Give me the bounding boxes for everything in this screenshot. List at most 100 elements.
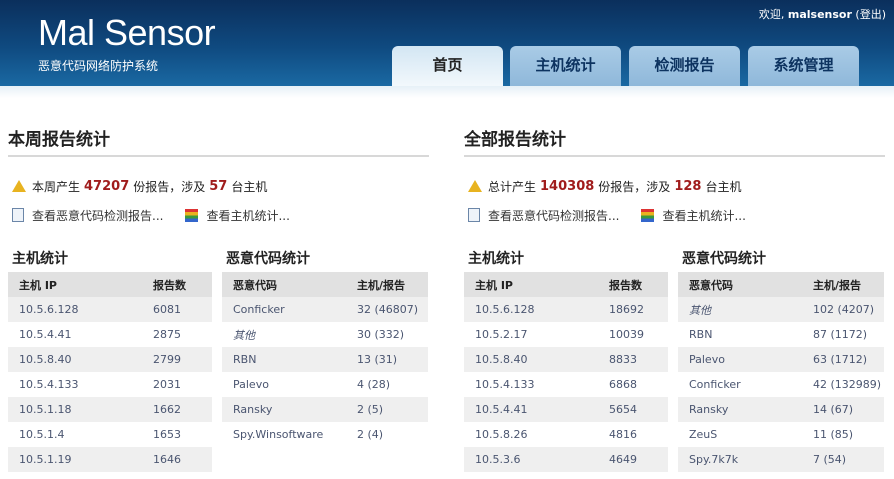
malware-name-link[interactable]: 其他 xyxy=(233,328,255,342)
table-row: 10.5.3.6 4649 xyxy=(464,447,668,472)
table-row: RBN 13 (31) xyxy=(222,347,428,372)
welcome-text: 欢迎, xyxy=(758,8,785,21)
table-row: 10.5.4.41 5654 xyxy=(464,397,668,422)
warning-icon xyxy=(12,180,26,192)
host-stats-table: 主机统计 主机 IP 报告数 10.5.6.128 18692 10.5.2.17 100… xyxy=(464,248,668,472)
report-count-cell: 5654 xyxy=(598,397,668,422)
report-count-cell: 8833 xyxy=(598,347,668,372)
summary-alert: 总计产生 140308 份报告，涉及 128 台主机 xyxy=(464,177,885,195)
view-reports-link[interactable]: 查看恶意代码检测报告... xyxy=(8,207,163,224)
col-header-hosts-reports: 主机/报告 xyxy=(802,272,884,297)
malware-name-link[interactable]: Spy.Winsoftware xyxy=(233,428,324,441)
table-row: 10.5.8.26 4816 xyxy=(464,422,668,447)
malware-name-link[interactable]: 其他 xyxy=(678,297,802,322)
warning-icon xyxy=(468,180,482,192)
table-row: 10.5.6.128 6081 xyxy=(8,297,212,322)
malware-name-link[interactable]: Ransky xyxy=(678,397,802,422)
report-count-cell: 4816 xyxy=(609,428,637,441)
malware-name-link[interactable]: RBN xyxy=(689,328,713,341)
host-ip-link[interactable]: 10.5.1.4 xyxy=(19,428,65,441)
chart-icon xyxy=(641,208,655,222)
tab-host-stats[interactable]: 主机统计 xyxy=(510,46,621,86)
table-row: 10.5.1.19 1646 xyxy=(8,447,212,472)
view-reports-link[interactable]: 查看恶意代码检测报告... xyxy=(464,207,619,224)
view-hosts-label: 查看主机统计... xyxy=(206,208,290,223)
host-ip-link[interactable]: 10.5.8.26 xyxy=(475,428,528,441)
host-ip-link[interactable]: 10.5.4.133 xyxy=(475,378,535,391)
table-row: 其他 102 (4207) xyxy=(678,297,884,322)
table-row: 10.5.8.40 8833 xyxy=(464,347,668,372)
malware-name-link[interactable]: Spy.7k7k xyxy=(678,447,802,472)
table-row: 10.5.4.41 2875 xyxy=(8,322,212,347)
alert-mid: 份报告，涉及 xyxy=(133,179,206,194)
quick-links: 查看恶意代码检测报告... 查看主机统计... xyxy=(464,206,885,224)
malware-stats-title: 恶意代码统计 xyxy=(226,251,310,267)
table-row: Conficker 32 (46807) xyxy=(222,297,428,322)
host-ip-link[interactable]: 10.5.6.128 xyxy=(8,297,142,322)
table-row: Spy.Winsoftware 2 (4) xyxy=(222,422,428,447)
host-count: 57 xyxy=(209,178,228,194)
table-row: 10.5.8.40 2799 xyxy=(8,347,212,372)
malware-name-link[interactable]: Palevo xyxy=(678,347,802,372)
table-row: Conficker 42 (132989) xyxy=(678,372,884,397)
alert-suffix: 台主机 xyxy=(705,179,742,194)
report-count-cell: 10039 xyxy=(609,328,644,341)
table-row: 10.5.4.133 2031 xyxy=(8,372,212,397)
summary-alert: 本周产生 47207 份报告，涉及 57 台主机 xyxy=(8,177,429,195)
malware-name-link[interactable]: Palevo xyxy=(233,378,269,391)
logo: Mal Sensor xyxy=(38,12,216,53)
tab-reports[interactable]: 检测报告 xyxy=(629,46,740,86)
malware-name-link[interactable]: ZeuS xyxy=(689,428,718,441)
malware-name-link[interactable]: Conficker xyxy=(689,378,741,391)
host-count: 128 xyxy=(674,178,702,194)
host-ip-link[interactable]: 10.5.1.19 xyxy=(8,447,142,472)
chart-icon xyxy=(185,208,199,222)
host-ip-link[interactable]: 10.5.2.17 xyxy=(475,328,528,341)
host-ip-link[interactable]: 10.5.8.40 xyxy=(8,347,142,372)
alert-prefix: 本周产生 xyxy=(32,179,81,194)
host-ip-link[interactable]: 10.5.4.133 xyxy=(19,378,79,391)
alert-mid: 份报告，涉及 xyxy=(598,179,671,194)
col-header-malware: 恶意代码 xyxy=(678,272,802,297)
hosts-reports-cell: 4 (28) xyxy=(357,378,391,391)
tab-home[interactable]: 首页 xyxy=(392,46,503,86)
col-header-ip: 主机 IP xyxy=(8,272,142,297)
table-row: RBN 87 (1172) xyxy=(678,322,884,347)
view-hosts-link[interactable]: 查看主机统计... xyxy=(641,207,746,224)
total-section: 全部报告统计 总计产生 140308 份报告，涉及 128 台主机 查看恶意代码… xyxy=(464,125,885,472)
host-ip-link[interactable]: 10.5.8.40 xyxy=(464,347,598,372)
table-row: 10.5.4.133 6868 xyxy=(464,372,668,397)
logout-link[interactable]: (登出) xyxy=(855,8,886,21)
malware-name-link[interactable]: Ransky xyxy=(222,397,346,422)
report-count-cell: 1662 xyxy=(142,397,212,422)
section-title: 全部报告统计 xyxy=(464,125,885,157)
hosts-reports-cell: 63 (1712) xyxy=(802,347,884,372)
table-row: Spy.7k7k 7 (54) xyxy=(678,447,884,472)
header: Mal Sensor 恶意代码网络防护系统 欢迎, malsensor (登出)… xyxy=(0,0,894,86)
hosts-reports-cell: 14 (67) xyxy=(802,397,884,422)
report-count-cell: 1653 xyxy=(153,428,181,441)
view-hosts-link[interactable]: 查看主机统计... xyxy=(185,207,290,224)
hosts-reports-cell: 2 (5) xyxy=(346,397,428,422)
report-count-cell: 18692 xyxy=(598,297,668,322)
hosts-reports-cell: 42 (132989) xyxy=(813,378,882,391)
host-ip-link[interactable]: 10.5.4.41 xyxy=(464,397,598,422)
host-ip-link[interactable]: 10.5.6.128 xyxy=(464,297,598,322)
system-subtitle: 恶意代码网络防护系统 xyxy=(38,59,159,73)
col-header-ip: 主机 IP xyxy=(464,272,598,297)
host-ip-link[interactable]: 10.5.1.18 xyxy=(8,397,142,422)
host-ip-link[interactable]: 10.5.4.41 xyxy=(19,328,72,341)
document-icon xyxy=(12,208,24,222)
report-count-cell: 2031 xyxy=(153,378,181,391)
malware-name-link[interactable]: Conficker xyxy=(222,297,346,322)
host-stats-title: 主机统计 xyxy=(468,251,524,267)
col-header-reports: 报告数 xyxy=(598,272,668,297)
table-row: Palevo 63 (1712) xyxy=(678,347,884,372)
report-count-cell: 6868 xyxy=(609,378,637,391)
malware-name-link[interactable]: RBN xyxy=(222,347,346,372)
host-ip-link[interactable]: 10.5.3.6 xyxy=(464,447,598,472)
tab-system-admin[interactable]: 系统管理 xyxy=(748,46,859,86)
report-count-cell: 1646 xyxy=(142,447,212,472)
table-row: Ransky 14 (67) xyxy=(678,397,884,422)
malware-stats-table: 恶意代码统计 恶意代码 主机/报告 其他 102 (4207) RBN 87 (1172)… xyxy=(678,248,884,472)
